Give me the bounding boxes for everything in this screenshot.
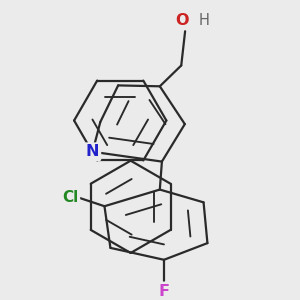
Text: Cl: Cl [62, 190, 78, 205]
Text: N: N [86, 144, 99, 159]
Text: O: O [176, 13, 189, 28]
Text: H: H [198, 13, 209, 28]
Text: F: F [158, 284, 169, 298]
